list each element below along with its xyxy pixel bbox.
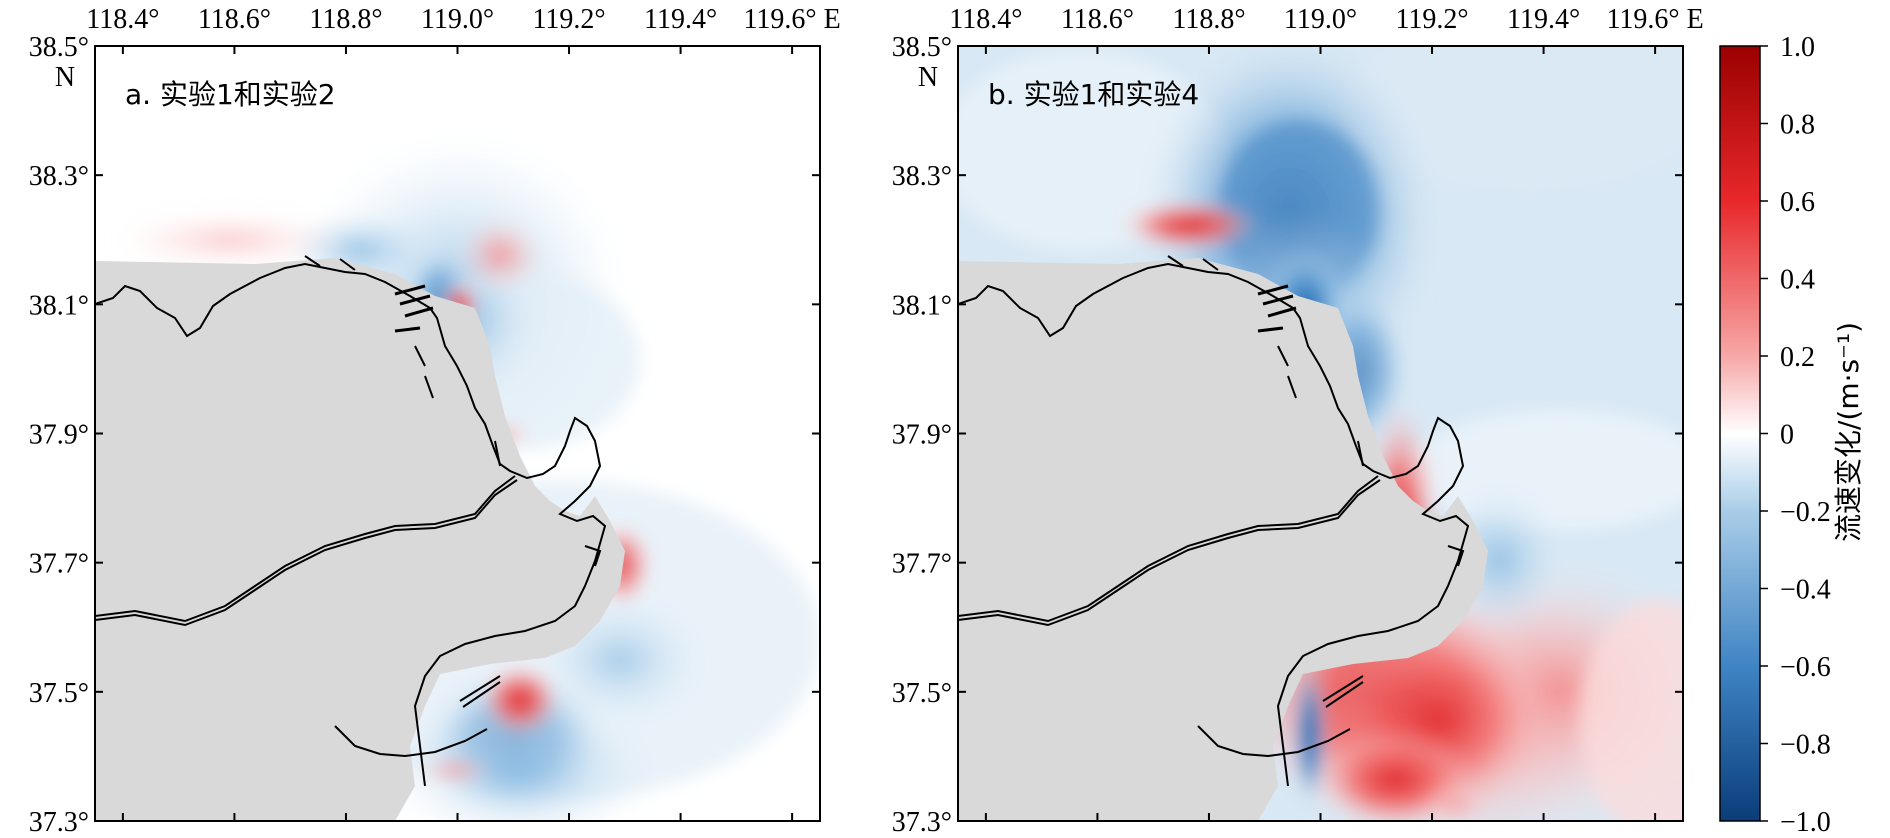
lon-tick-label: 118.6° <box>198 4 271 35</box>
colorbar-tick-label: −0.4 <box>1780 575 1831 606</box>
colorbar: 1.0 0.8 0.6 0.4 0.2 0 −0.2 −0.4 −0.6 −0.8 −1.0 流速变… <box>1719 32 1865 838</box>
panel-a-map <box>95 46 820 821</box>
panel-a: a. 实验1和实验2 <box>94 45 821 822</box>
lat-tick-label: 37.7° <box>29 549 89 580</box>
panel-b: b. 实验1和实验4 <box>957 45 1684 822</box>
lat-tick-label: 37.3° <box>29 807 89 838</box>
lon-tick-label: 119.6° E <box>1606 4 1703 35</box>
lat-tick-label: 37.5° <box>29 678 89 709</box>
colorbar-scale <box>1719 45 1761 822</box>
colorbar-tick-label: 0 <box>1780 420 1794 451</box>
lon-tick-label: 118.6° <box>1061 4 1134 35</box>
lat-tick-label: 38.5° <box>29 32 89 63</box>
lon-tick-label: 119.4° <box>1507 4 1580 35</box>
lat-tick-label: 37.3° <box>892 807 952 838</box>
lat-tick-label: 38.3° <box>29 161 89 192</box>
panel-b-map <box>958 46 1683 821</box>
north-label: N <box>55 62 75 93</box>
lat-tick-label: 37.7° <box>892 549 952 580</box>
colorbar-tick-label: 0.4 <box>1780 265 1815 296</box>
lat-tick-label: 38.1° <box>29 290 89 321</box>
lon-tick-label: 119.0° <box>421 4 494 35</box>
lon-tick-label: 119.4° <box>644 4 717 35</box>
colorbar-tick-label: −0.6 <box>1780 652 1831 683</box>
colorbar-label: 流速变化/(m·s⁻¹) <box>1832 322 1865 542</box>
colorbar-tick-label: −1.0 <box>1780 807 1831 838</box>
colorbar-tick-label: 0.2 <box>1780 342 1815 373</box>
colorbar-tick-label: −0.2 <box>1780 497 1831 528</box>
panel-a-axes: 118.4° 118.6° 118.8° 119.0° 119.2° 119.4° 119.… <box>29 4 841 838</box>
lon-tick-label: 119.0° <box>1284 4 1357 35</box>
lon-tick-label: 119.6° E <box>743 4 840 35</box>
lon-tick-label: 118.8° <box>309 4 382 35</box>
colorbar-tick-label: 1.0 <box>1780 32 1815 63</box>
colorbar-tick-label: −0.8 <box>1780 730 1831 761</box>
panel-b-axes: 118.4° 118.6° 118.8° 119.0° 119.2° 119.4° 119.… <box>892 4 1704 838</box>
north-label: N <box>918 62 938 93</box>
colorbar-tick-label: 0.8 <box>1780 110 1815 141</box>
lat-tick-label: 37.9° <box>892 420 952 451</box>
colorbar-tick-label: 0.6 <box>1780 187 1815 218</box>
lat-tick-label: 38.5° <box>892 32 952 63</box>
lon-tick-label: 118.8° <box>1172 4 1245 35</box>
panel-a-label: a. 实验1和实验2 <box>125 78 336 111</box>
lon-tick-label: 119.2° <box>1395 4 1468 35</box>
lon-tick-label: 118.4° <box>86 4 159 35</box>
panel-b-label: b. 实验1和实验4 <box>988 78 1199 111</box>
lat-tick-label: 38.3° <box>892 161 952 192</box>
lat-tick-label: 37.5° <box>892 678 952 709</box>
lat-tick-label: 38.1° <box>892 290 952 321</box>
colorbar-ticks: 1.0 0.8 0.6 0.4 0.2 0 −0.2 −0.4 −0.6 −0.8 −1.0 <box>1760 32 1831 838</box>
lon-tick-label: 119.2° <box>532 4 605 35</box>
lat-tick-label: 37.9° <box>29 420 89 451</box>
lon-tick-label: 118.4° <box>949 4 1022 35</box>
